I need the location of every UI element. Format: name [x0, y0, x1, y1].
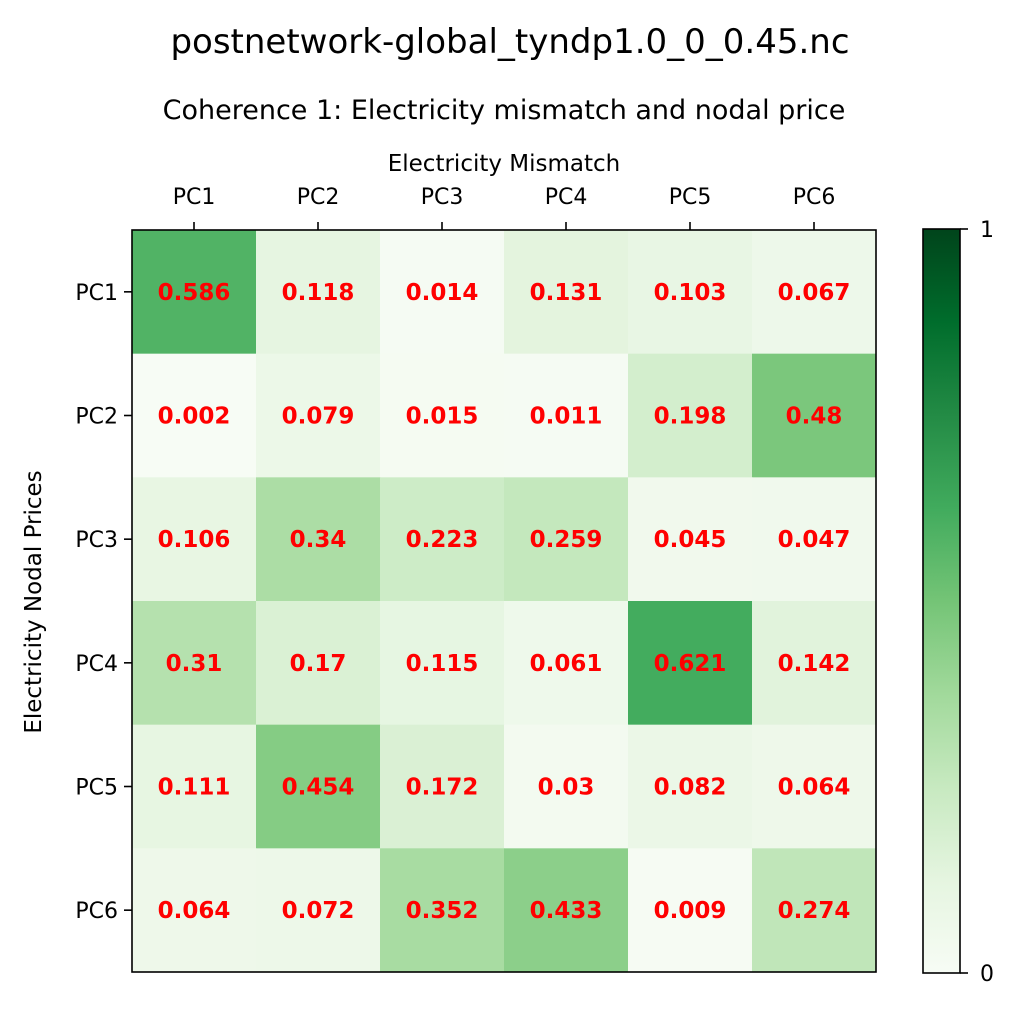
heatmap-cell — [380, 724, 505, 849]
heatmap-cell — [752, 724, 877, 849]
cell-value-label: 0.064 — [158, 898, 231, 924]
heatmap-cell — [504, 230, 629, 355]
cell-value-label: 0.352 — [406, 898, 479, 924]
x-tick-label: PC3 — [421, 185, 464, 210]
heatmap-cell — [504, 601, 629, 726]
cell-value-label: 0.103 — [654, 280, 727, 306]
cell-value-label: 0.34 — [290, 527, 347, 553]
heatmap-cell — [504, 724, 629, 849]
heatmap-cell — [380, 477, 505, 602]
heatmap-cell — [628, 353, 753, 478]
heatmap-cell — [628, 601, 753, 726]
y-tick-label: PC6 — [75, 899, 118, 924]
cell-value-label: 0.586 — [158, 280, 231, 306]
heatmap-cell — [380, 601, 505, 726]
cell-value-label: 0.015 — [406, 404, 479, 430]
x-tick-label: PC2 — [297, 185, 340, 210]
heatmap-cell — [380, 230, 505, 355]
figure-suptitle: postnetwork-global_tyndp1.0_0_0.45.nc — [170, 22, 849, 62]
x-tick-label: PC4 — [545, 185, 588, 210]
heatmap-cell — [504, 477, 629, 602]
colorbar-tick-label: 1 — [980, 218, 994, 243]
cell-value-label: 0.259 — [530, 527, 603, 553]
colorbar-tick-label: 0 — [980, 962, 994, 987]
cell-value-label: 0.047 — [778, 527, 851, 553]
cell-value-label: 0.009 — [654, 898, 727, 924]
heatmap-cell — [380, 848, 505, 973]
colorbar — [922, 228, 961, 974]
x-axis-label: Electricity Mismatch — [388, 151, 621, 177]
cell-value-label: 0.621 — [654, 651, 727, 677]
cell-value-label: 0.223 — [406, 527, 479, 553]
x-tick-label: PC6 — [793, 185, 836, 210]
chart-title: Coherence 1: Electricity mismatch and no… — [163, 95, 846, 126]
cell-value-label: 0.014 — [406, 280, 479, 306]
heatmap-cell — [380, 353, 505, 478]
x-tick-label: PC1 — [173, 185, 216, 210]
heatmap-cell — [256, 230, 381, 355]
cell-value-label: 0.011 — [530, 404, 603, 430]
x-tick-label: PC5 — [669, 185, 712, 210]
cell-value-label: 0.48 — [786, 404, 843, 430]
cell-value-label: 0.198 — [654, 404, 727, 430]
heatmap-cell — [132, 230, 257, 355]
heatmap-cell — [752, 477, 877, 602]
y-tick-label: PC5 — [75, 776, 118, 801]
y-tick-label: PC3 — [75, 528, 118, 553]
cell-value-label: 0.118 — [282, 280, 355, 306]
heatmap-cell — [256, 724, 381, 849]
heatmap-cell — [132, 724, 257, 849]
cell-value-label: 0.079 — [282, 404, 355, 430]
y-tick-label: PC2 — [75, 405, 118, 430]
heatmap-cell — [132, 353, 257, 478]
cell-value-label: 0.064 — [778, 775, 851, 801]
heatmap-cell — [132, 477, 257, 602]
heatmap-cell — [504, 848, 629, 973]
cell-value-label: 0.067 — [778, 280, 851, 306]
cell-value-label: 0.03 — [538, 775, 595, 801]
heatmap-cell — [132, 848, 257, 973]
cell-value-label: 0.454 — [282, 775, 355, 801]
heatmap-cell — [132, 601, 257, 726]
cell-value-label: 0.106 — [158, 527, 231, 553]
cell-value-label: 0.274 — [778, 898, 851, 924]
heatmap-cell — [628, 230, 753, 355]
heatmap-cell — [256, 477, 381, 602]
cell-value-label: 0.045 — [654, 527, 727, 553]
heatmap-cell — [628, 724, 753, 849]
heatmap-frame — [131, 229, 877, 973]
cell-value-label: 0.31 — [166, 651, 223, 677]
cell-value-label: 0.142 — [778, 651, 851, 677]
cell-value-label: 0.002 — [158, 404, 231, 430]
heatmap-cell — [752, 601, 877, 726]
cell-value-label: 0.072 — [282, 898, 355, 924]
heatmap-cell — [628, 848, 753, 973]
cell-value-label: 0.17 — [290, 651, 347, 677]
heatmap-cell — [504, 353, 629, 478]
cell-value-label: 0.131 — [530, 280, 603, 306]
heatmap-cell — [752, 230, 877, 355]
cell-value-label: 0.115 — [406, 651, 479, 677]
cell-value-label: 0.061 — [530, 651, 603, 677]
y-axis-label: Electricity Nodal Prices — [21, 470, 47, 733]
y-tick-label: PC4 — [75, 652, 118, 677]
heatmap-cell — [752, 848, 877, 973]
cell-value-label: 0.433 — [530, 898, 603, 924]
cell-value-label: 0.111 — [158, 775, 231, 801]
y-tick-label: PC1 — [75, 281, 118, 306]
heatmap-cell — [256, 848, 381, 973]
cell-value-label: 0.172 — [406, 775, 479, 801]
heatmap-cell — [256, 353, 381, 478]
heatmap-cell — [628, 477, 753, 602]
heatmap-cell — [752, 353, 877, 478]
heatmap-cell — [256, 601, 381, 726]
cell-value-label: 0.082 — [654, 775, 727, 801]
